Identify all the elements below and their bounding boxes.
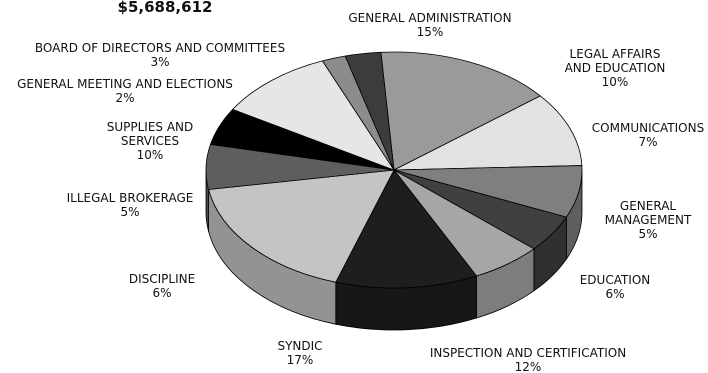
slice-supplies-and-services: [231, 60, 396, 171]
slice-label-education: EDUCATION 6%: [580, 273, 651, 301]
slice-category-label: GENERAL: [620, 199, 677, 213]
slice-value-label: 10%: [137, 148, 164, 162]
slice-value-label: 10%: [602, 75, 629, 89]
slice-category-label: AND EDUCATION: [565, 61, 666, 75]
slice-category-label: BOARD OF DIRECTORS AND COMMITTEES: [35, 41, 285, 55]
slice-value-label: 12%: [515, 360, 542, 373]
slice-label-illegal-brokerage: ILLEGAL BROKERAGE 5%: [67, 191, 194, 219]
slice-inspection-and-certification: [335, 169, 478, 289]
slice-value-label: 15%: [417, 25, 444, 39]
slice-label-board-of-directors-and-committees: BOARD OF DIRECTORS AND COMMITTEES 3%: [35, 41, 285, 69]
slice-general-administration: [380, 51, 542, 171]
slice-label-legal-affairs-and-education: LEGAL AFFAIRS AND EDUCATION 10%: [565, 47, 666, 89]
slice-value-label: 6%: [152, 286, 171, 300]
slice-label-general-meeting-and-elections: GENERAL MEETING AND ELECTIONS 2%: [17, 77, 233, 105]
slice-label-general-management: GENERAL MANAGEMENT 5%: [605, 199, 692, 241]
slice-value-label: 3%: [150, 55, 169, 69]
slice-label-syndic: SYNDIC 17%: [277, 339, 322, 367]
slice-value-label: 5%: [120, 205, 139, 219]
slice-label-inspection-and-certification: INSPECTION AND CERTIFICATION 12%: [430, 346, 626, 373]
slice-category-label: LEGAL AFFAIRS: [570, 47, 661, 61]
slice-category-label: GENERAL MEETING AND ELECTIONS: [17, 77, 233, 91]
slice-value-label: 2%: [115, 91, 134, 105]
slice-value-label: 6%: [605, 287, 624, 301]
slice-category-label: INSPECTION AND CERTIFICATION: [430, 346, 626, 360]
slice-board-of-directors-and-committees: [344, 51, 395, 171]
slice-label-general-administration: GENERAL ADMINISTRATION 15%: [348, 11, 511, 39]
slice-value-label: 5%: [638, 227, 657, 241]
chart-title: $5,688,612: [118, 0, 213, 16]
slice-category-label: COMMUNICATIONS: [592, 121, 704, 135]
pie-labels: GENERAL ADMINISTRATION 15% LEGAL AFFAIRS AN…: [17, 11, 704, 373]
slice-category-label: SUPPLIES AND: [107, 120, 194, 134]
slice-label-discipline: DISCIPLINE 6%: [129, 272, 195, 300]
slice-category-label: GENERAL ADMINISTRATION: [348, 11, 511, 25]
slice-syndic: [208, 169, 395, 283]
slice-category-label: SYNDIC: [277, 339, 322, 353]
slice-value-label: 17%: [287, 353, 314, 367]
slice-category-label: MANAGEMENT: [605, 213, 692, 227]
pie-slices: [205, 51, 583, 289]
slice-category-label: DISCIPLINE: [129, 272, 195, 286]
slice-label-supplies-and-services: SUPPLIES AND SERVICES 10%: [107, 120, 194, 162]
slice-value-label: 7%: [638, 135, 657, 149]
slice-category-label: ILLEGAL BROKERAGE: [67, 191, 194, 205]
slice-category-label: SERVICES: [121, 134, 179, 148]
slice-label-communications: COMMUNICATIONS 7%: [592, 121, 704, 149]
slice-category-label: EDUCATION: [580, 273, 651, 287]
slice-legal-affairs-and-education: [393, 95, 583, 171]
